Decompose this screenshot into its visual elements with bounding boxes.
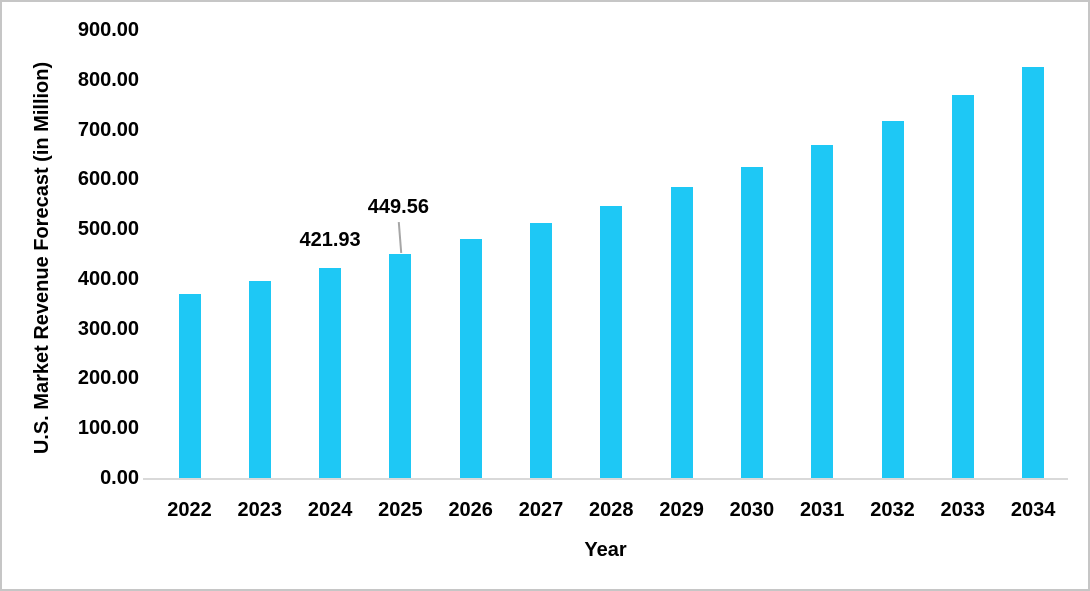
x-tick-label: 2024: [307, 499, 353, 521]
bar-2023: [248, 281, 271, 478]
x-tick-label: 2032: [870, 499, 915, 521]
x-tick-label: 2026: [448, 499, 493, 521]
bar-2022: [178, 293, 201, 478]
bar-2027: [530, 223, 552, 478]
x-tick-label: 2028: [589, 499, 634, 521]
y-tick-label: 300.00: [77, 317, 139, 340]
bar-2028: [600, 206, 623, 478]
x-tick-label: 2022: [167, 499, 212, 521]
y-tick-label: 500.00: [77, 218, 139, 241]
y-tick-label: 0.00: [100, 467, 139, 489]
y-tick-label: 600.00: [77, 168, 139, 191]
x-tick-label: 2029: [659, 499, 704, 521]
x-tick-label: 2025: [378, 499, 423, 521]
y-tick-label: 800.00: [77, 68, 139, 91]
bar-2033: [951, 94, 974, 478]
y-tick-label: 700.00: [77, 118, 139, 141]
x-tick-label: 2030: [729, 499, 775, 521]
bar-2031: [811, 144, 834, 478]
bar-2024: [319, 267, 342, 478]
x-tick-label: 2033: [940, 499, 986, 521]
data-label-2024: 421.93: [299, 228, 361, 251]
bar-2032: [881, 121, 904, 478]
x-axis-title: Year: [584, 539, 627, 561]
y-tick-label: 900.00: [77, 19, 139, 41]
y-tick-label: 100.00: [77, 417, 139, 440]
y-tick-label: 200.00: [77, 367, 139, 390]
bar-2030: [740, 166, 763, 478]
y-tick-label: 400.00: [77, 267, 139, 290]
bar-2029: [670, 186, 693, 478]
x-tick-label: 2027: [518, 499, 564, 521]
x-tick-label: 2034: [1010, 499, 1056, 521]
bar-2025: [389, 254, 412, 478]
leader-line: [398, 222, 403, 254]
x-tick-label: 2031: [799, 499, 845, 521]
bar-2034: [1022, 66, 1045, 478]
x-axis-line: [143, 478, 1068, 481]
bar-2026: [459, 239, 482, 478]
x-tick-label: 2023: [237, 499, 283, 521]
data-label-2025: 449.56: [367, 196, 429, 219]
